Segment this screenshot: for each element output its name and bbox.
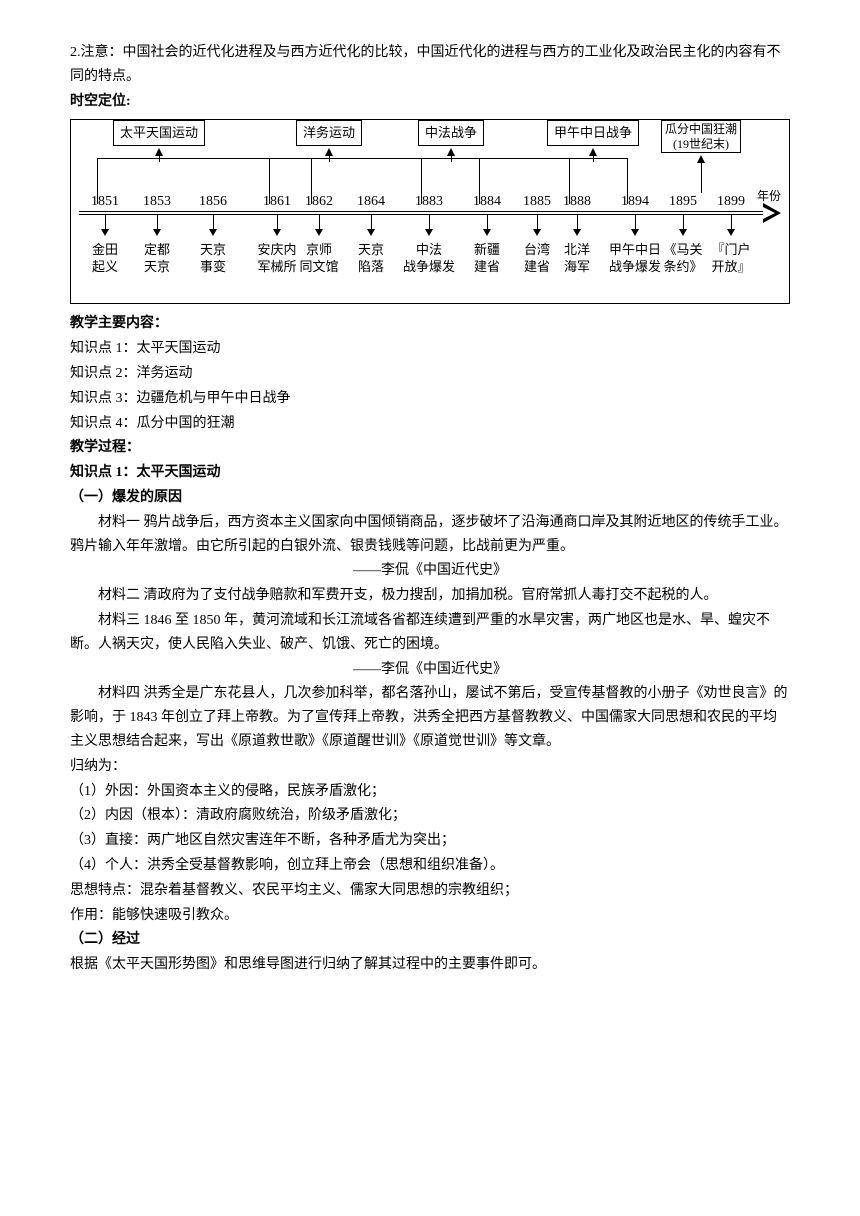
citation-2: ——李侃《中国近代史》: [70, 658, 790, 682]
timeline-event-box: 太平天国运动: [113, 120, 205, 146]
timeline-bottom-label: 北洋海军: [564, 242, 590, 275]
reason-item: （3）直接：两广地区自然灾害连年不断，各种矛盾尤为突出；: [70, 829, 790, 853]
timeline-year: 1853: [143, 190, 171, 214]
material-3: 材料三 1846 至 1850 年，黄河流域和长江流域各省都连续遭到严重的水旱灾…: [70, 609, 790, 657]
timeline-year-unit: 年份: [757, 186, 781, 206]
timeline-bottom-label: 天京陷落: [358, 242, 384, 275]
timeline-year: 1884: [473, 190, 501, 214]
section2-body: 根据《太平天国形势图》和思维导图进行归纳了解其过程中的主要事件即可。: [70, 953, 790, 977]
timeline-year: 1894: [621, 190, 649, 214]
reason-item: （4）个人：洪秀全受基督教影响，创立拜上帝会（思想和组织准备）。: [70, 854, 790, 878]
knowledge-point: 知识点 1：太平天国运动: [70, 337, 790, 361]
timeline-bottom-label: 金田起义: [92, 242, 118, 275]
timeline-bottom-label: 新疆建省: [474, 242, 500, 275]
material-2: 材料二 清政府为了支付战争赔款和军费开支，极力搜刮，加捐加税。官府常抓人毒打交不…: [70, 584, 790, 608]
timeline-event-box: 中法战争: [418, 120, 484, 146]
intro-text: 2.注意：中国社会的近代化进程及与西方近代化的比较，中国近代化的进程与西方的工业…: [70, 41, 790, 89]
timeline-bottom-label: 安庆内军械所: [257, 242, 296, 275]
material-1: 材料一 鸦片战争后，西方资本主义国家向中国倾销商品，逐步破坏了沿海通商口岸及其附…: [70, 511, 790, 559]
spacetime-heading: 时空定位:: [70, 90, 790, 114]
timeline-bottom-label: 『门户开放』: [711, 242, 750, 275]
process-heading: 教学过程：: [70, 436, 790, 460]
timeline-diagram: 太平天国运动 洋务运动 中法战争 甲午中日战争瓜分中国狂潮(19世纪末) 1851 18…: [70, 119, 790, 304]
knowledge-point-list: 知识点 1：太平天国运动知识点 2：洋务运动知识点 3：边疆危机与甲午中日战争知…: [70, 337, 790, 435]
timeline-year: 1885: [523, 190, 551, 214]
section1-heading: （一）爆发的原因: [70, 486, 790, 510]
timeline-bottom-label: 《马关条约》: [663, 242, 702, 275]
kp1-heading: 知识点 1：太平天国运动: [70, 461, 790, 485]
reason-item: （2）内因（根本）：清政府腐败统治，阶级矛盾激化；: [70, 804, 790, 828]
timeline-bottom-label: 天京事变: [200, 242, 226, 275]
timeline-year: 1899: [717, 190, 745, 214]
timeline-bottom-label: 京师同文馆: [299, 242, 338, 275]
timeline-year: 1895: [669, 190, 697, 214]
timeline-event-box: 甲午中日战争: [547, 120, 639, 146]
section2-heading: （二）经过: [70, 928, 790, 952]
timeline-bottom-label: 甲午中日战争爆发: [609, 242, 661, 275]
citation-1: ——李侃《中国近代史》: [70, 559, 790, 583]
reason-item: （1）外因：外国资本主义的侵略，民族矛盾激化；: [70, 780, 790, 804]
material-4: 材料四 洪秀全是广东花县人，几次参加科举，都名落孙山，屡试不第后，受宣传基督教的…: [70, 682, 790, 753]
timeline-bottom-label: 定都天京: [144, 242, 170, 275]
timeline-bottom-label: 中法战争爆发: [403, 242, 455, 275]
effect-text: 作用：能够快速吸引教众。: [70, 904, 790, 928]
knowledge-point: 知识点 3：边疆危机与甲午中日战争: [70, 387, 790, 411]
timeline-year: 1861: [263, 190, 291, 214]
timeline-year: 1864: [357, 190, 385, 214]
timeline-year: 1851: [91, 190, 119, 214]
main-content-heading: 教学主要内容：: [70, 312, 790, 336]
knowledge-point: 知识点 4：瓜分中国的狂潮: [70, 412, 790, 436]
reasons-list: （1）外因：外国资本主义的侵略，民族矛盾激化；（2）内因（根本）：清政府腐败统治…: [70, 780, 790, 878]
timeline-year: 1856: [199, 190, 227, 214]
timeline-event-box: 洋务运动: [296, 120, 362, 146]
timeline-year: 1862: [305, 190, 333, 214]
timeline-bottom-label: 台湾建省: [524, 242, 550, 275]
timeline-year: 1888: [563, 190, 591, 214]
summary-label: 归纳为：: [70, 755, 790, 779]
timeline-year: 1883: [415, 190, 443, 214]
thought-feature: 思想特点：混杂着基督教义、农民平均主义、儒家大同思想的宗教组织；: [70, 879, 790, 903]
knowledge-point: 知识点 2：洋务运动: [70, 362, 790, 386]
timeline-event-box: 瓜分中国狂潮(19世纪末): [661, 120, 741, 153]
